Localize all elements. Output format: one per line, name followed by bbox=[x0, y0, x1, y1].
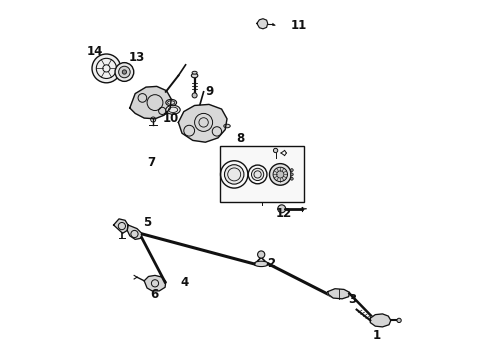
Ellipse shape bbox=[224, 124, 230, 128]
Circle shape bbox=[258, 251, 265, 258]
Ellipse shape bbox=[192, 71, 197, 74]
Ellipse shape bbox=[254, 261, 269, 266]
Text: 2: 2 bbox=[267, 257, 275, 270]
Text: 10: 10 bbox=[163, 112, 179, 125]
Polygon shape bbox=[114, 219, 128, 233]
Polygon shape bbox=[257, 19, 268, 29]
Text: 6: 6 bbox=[150, 288, 158, 301]
Circle shape bbox=[273, 167, 288, 182]
Text: 1: 1 bbox=[372, 329, 380, 342]
Text: 12: 12 bbox=[276, 207, 292, 220]
Text: 14: 14 bbox=[87, 45, 103, 58]
Polygon shape bbox=[130, 86, 171, 119]
Circle shape bbox=[92, 54, 121, 83]
Text: 3: 3 bbox=[348, 293, 356, 306]
Circle shape bbox=[122, 70, 126, 74]
Circle shape bbox=[277, 171, 284, 178]
Circle shape bbox=[291, 177, 293, 180]
Polygon shape bbox=[144, 275, 166, 291]
Text: 11: 11 bbox=[291, 19, 307, 32]
Ellipse shape bbox=[192, 73, 198, 78]
Circle shape bbox=[397, 318, 401, 323]
Text: 9: 9 bbox=[205, 85, 213, 98]
Circle shape bbox=[119, 66, 130, 78]
Text: 5: 5 bbox=[143, 216, 151, 229]
Circle shape bbox=[115, 63, 134, 81]
Text: 4: 4 bbox=[180, 276, 189, 289]
Polygon shape bbox=[370, 314, 391, 327]
Circle shape bbox=[273, 148, 278, 153]
Text: 8: 8 bbox=[237, 132, 245, 145]
Circle shape bbox=[224, 165, 244, 184]
Bar bbox=[220, 146, 304, 202]
Polygon shape bbox=[178, 104, 227, 142]
Circle shape bbox=[291, 169, 293, 172]
Circle shape bbox=[251, 168, 264, 181]
Circle shape bbox=[192, 93, 197, 98]
Circle shape bbox=[278, 205, 286, 213]
Polygon shape bbox=[127, 225, 143, 239]
Polygon shape bbox=[328, 289, 349, 299]
Ellipse shape bbox=[166, 105, 180, 114]
Text: 7: 7 bbox=[147, 156, 155, 169]
Text: 13: 13 bbox=[129, 51, 145, 64]
Ellipse shape bbox=[166, 99, 176, 106]
Circle shape bbox=[270, 164, 291, 185]
Circle shape bbox=[291, 173, 293, 176]
